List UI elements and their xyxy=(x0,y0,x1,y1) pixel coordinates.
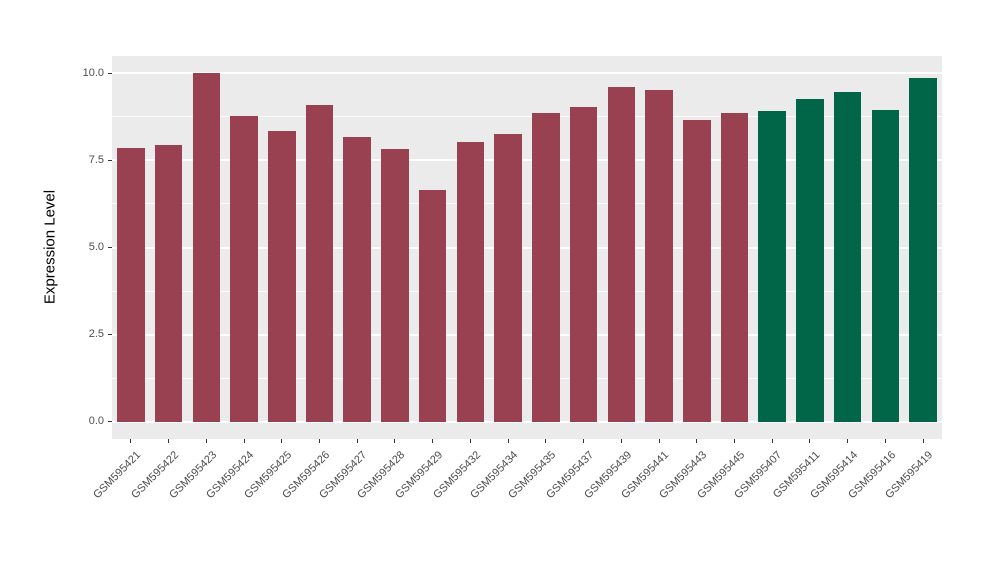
bar-GSM595425 xyxy=(268,130,296,422)
gridline-major xyxy=(112,246,942,249)
y-tick-mark xyxy=(108,247,112,248)
x-tick-mark xyxy=(847,439,849,443)
bar-GSM595423 xyxy=(192,73,221,422)
x-tick-mark xyxy=(809,439,811,443)
bar-GSM595411 xyxy=(796,99,824,422)
gridline-major xyxy=(112,420,942,423)
x-tick-mark xyxy=(583,439,585,443)
x-tick-mark xyxy=(620,439,622,443)
gridline-minor xyxy=(112,377,942,379)
y-tick-label: 0.0 xyxy=(88,415,104,428)
x-tick-mark xyxy=(771,439,773,443)
gridline-minor xyxy=(112,203,942,205)
bar-GSM595443 xyxy=(683,120,711,422)
gridline-major xyxy=(112,333,942,336)
bar-GSM595424 xyxy=(230,115,258,422)
x-tick-mark xyxy=(130,439,132,443)
x-tick-mark xyxy=(734,439,735,443)
bar-GSM595435 xyxy=(532,112,560,422)
bar-GSM595422 xyxy=(154,145,183,422)
x-tick-mark xyxy=(205,439,207,443)
x-tick-mark xyxy=(696,439,698,443)
x-tick-mark xyxy=(319,439,320,443)
x-tick-mark xyxy=(432,439,434,443)
x-tick-mark xyxy=(922,439,924,443)
x-tick-mark xyxy=(884,439,886,443)
y-tick-label: 2.5 xyxy=(88,328,104,341)
x-tick-mark xyxy=(168,439,170,443)
bar-GSM595439 xyxy=(607,87,636,422)
x-tick-mark xyxy=(469,439,471,443)
x-tick-mark xyxy=(394,439,396,443)
bar-GSM595414 xyxy=(833,91,862,422)
plot-panel xyxy=(112,56,942,439)
x-tick-mark xyxy=(356,439,358,443)
bar-GSM595421 xyxy=(117,147,145,422)
bar-GSM595419 xyxy=(909,78,937,422)
y-tick-mark xyxy=(108,421,112,423)
bar-GSM595441 xyxy=(645,90,673,422)
bar-GSM595432 xyxy=(456,141,485,422)
bar-GSM595426 xyxy=(305,105,334,422)
gridline-major xyxy=(112,72,942,75)
x-tick-mark xyxy=(281,439,283,443)
bar-GSM595437 xyxy=(569,107,598,422)
gridline-minor xyxy=(112,116,942,118)
bar-GSM595407 xyxy=(758,111,786,422)
y-tick-mark xyxy=(108,159,112,161)
y-tick-label: 5.0 xyxy=(88,241,104,253)
bar-GSM595416 xyxy=(871,110,900,422)
gridline-major xyxy=(112,159,942,162)
bar-GSM595428 xyxy=(381,148,409,422)
y-tick-mark xyxy=(108,334,112,336)
x-tick-mark xyxy=(545,439,547,443)
x-tick-mark xyxy=(658,439,660,443)
bar-GSM595429 xyxy=(418,190,447,422)
x-tick-mark xyxy=(243,439,245,443)
y-tick-label: 7.5 xyxy=(88,153,104,166)
bar-GSM595434 xyxy=(494,134,522,422)
gridline-minor xyxy=(112,290,942,292)
bar-GSM595445 xyxy=(720,113,749,422)
bar-GSM595427 xyxy=(343,136,371,422)
y-tick-mark xyxy=(108,72,112,74)
y-tick-label: 10.0 xyxy=(82,66,104,79)
x-tick-mark xyxy=(507,439,509,443)
